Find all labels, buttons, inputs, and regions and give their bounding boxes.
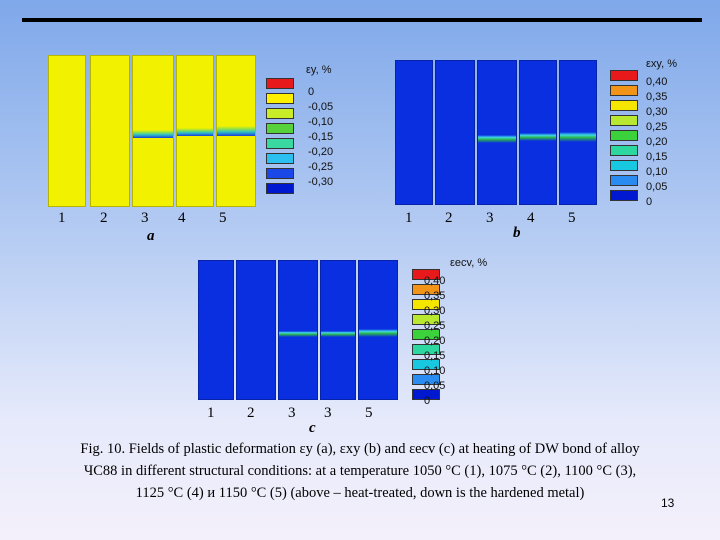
legend-b-value-4: 0,25 [646,121,668,133]
panel-a-label-5: 5 [219,210,227,226]
legend-c-swatch-5 [412,329,440,340]
legend-b: εxy, % 0,40 0,35 0,30 0,25 0,20 0,15 0,1… [610,58,705,208]
legend-b-swatch-9 [610,190,638,201]
legend-b-value-8: 0,05 [646,181,668,193]
legend-a-swatch-5 [266,138,294,149]
caption-line-1: Fig. 10. Fields of plastic deformation ε… [80,441,640,457]
panel-c-label-5: 5 [365,405,373,421]
panel-b-label-5: 5 [568,210,576,226]
strip-b-1 [395,60,433,205]
legend-a-swatch-7 [266,168,294,179]
legend-b-swatch-6 [610,145,638,156]
panel-a-label-3: 3 [141,210,149,226]
strip-c-3 [278,260,318,400]
legend-b-value-5: 0,20 [646,136,668,148]
legend-c-swatch-2 [412,284,440,295]
legend-a-value-6: -0,25 [308,161,334,173]
legend-b-swatch-8 [610,175,638,186]
legend-b-title: εxy, % [646,58,677,70]
legend-c-value-3: 0,30 [424,305,446,317]
panel-c-label-3: 3 [288,405,296,421]
panel-a-label-4: 4 [178,210,186,226]
strip-a-4 [176,55,214,207]
legend-c-swatch-1 [412,269,440,280]
strip-b-2 [435,60,475,205]
legend-c-swatch-9 [412,389,440,400]
legend-b-value-2: 0,35 [646,91,668,103]
panel-c-field [198,260,398,400]
legend-c-swatch-8 [412,374,440,385]
panel-a-letter: a [147,228,155,244]
legend-a-value-1: 0 [308,86,315,98]
strip-c-5 [358,260,398,400]
panel-b-field [395,60,597,205]
legend-a-swatch-1 [266,78,294,89]
legend-c-value-6: 0,15 [424,350,446,362]
legend-b-swatch-4 [610,115,638,126]
panel-b-label-3: 3 [486,210,494,226]
legend-a-value-3: -0,10 [308,116,334,128]
caption-line-2: ЧС88 in different structural conditions:… [83,463,637,479]
strip-c-2 [236,260,276,400]
legend-a: εy, % 0 -0,05 -0,10 -0,15 -0,20 -0,25 -0… [266,64,356,204]
panel-b-label-4: 4 [527,210,535,226]
figure-caption: Fig. 10. Fields of plastic deformation ε… [4,438,716,504]
legend-c: εecv, % 0,40 0,35 0,30 0,25 0,20 0,15 0,… [412,257,507,407]
legend-c-value-9: 0 [424,395,431,407]
legend-c-value-1: 0,40 [424,275,446,287]
legend-a-value-2: -0,05 [308,101,334,113]
legend-b-value-6: 0,15 [646,151,668,163]
panel-a-label-2: 2 [100,210,108,226]
legend-c-swatch-6 [412,344,440,355]
strip-a-1 [48,55,86,207]
legend-c-value-4: 0,25 [424,320,446,332]
top-rule [22,18,702,22]
legend-a-swatch-4 [266,123,294,134]
panel-c-label-4: 3 [324,405,332,421]
legend-a-swatch-2 [266,93,294,104]
legend-b-swatch-3 [610,100,638,111]
panel-b-letter: b [513,225,521,241]
legend-a-swatch-3 [266,108,294,119]
legend-a-title: εy, % [306,64,332,76]
page-number: 13 [661,496,675,510]
legend-b-swatch-2 [610,85,638,96]
panel-b-label-2: 2 [445,210,453,226]
strip-a-5 [216,55,256,207]
legend-a-value-4: -0,15 [308,131,334,143]
legend-c-value-2: 0,35 [424,290,446,302]
legend-c-swatch-4 [412,314,440,325]
legend-a-swatch-6 [266,153,294,164]
legend-b-swatch-1 [610,70,638,81]
strip-c-4 [320,260,356,400]
caption-line-3: 1125 °C (4) и 1150 °C (5) (above – heat-… [135,485,585,501]
legend-b-swatch-5 [610,130,638,141]
legend-b-value-3: 0,30 [646,106,668,118]
strip-b-4 [519,60,557,205]
legend-c-swatch-3 [412,299,440,310]
panel-c-label-2: 2 [247,405,255,421]
panel-b-label-1: 1 [405,210,413,226]
legend-a-value-5: -0,20 [308,146,334,158]
strip-b-5 [559,60,597,205]
legend-c-value-5: 0,20 [424,335,446,347]
legend-c-title: εecv, % [450,257,488,269]
panel-a-field [48,55,256,207]
legend-a-swatch-8 [266,183,294,194]
legend-b-value-7: 0,10 [646,166,668,178]
legend-c-swatch-7 [412,359,440,370]
panel-c-letter: c [309,420,316,436]
strip-c-1 [198,260,234,400]
panel-a-label-1: 1 [58,210,66,226]
strip-a-2 [90,55,130,207]
legend-a-value-7: -0,30 [308,176,334,188]
strip-a-3 [132,55,174,207]
legend-c-value-7: 0,10 [424,365,446,377]
legend-b-value-9: 0 [646,196,653,208]
panel-c-label-1: 1 [207,405,215,421]
strip-b-3 [477,60,517,205]
legend-b-swatch-7 [610,160,638,171]
legend-b-value-1: 0,40 [646,76,668,88]
legend-c-value-8: 0,05 [424,380,446,392]
